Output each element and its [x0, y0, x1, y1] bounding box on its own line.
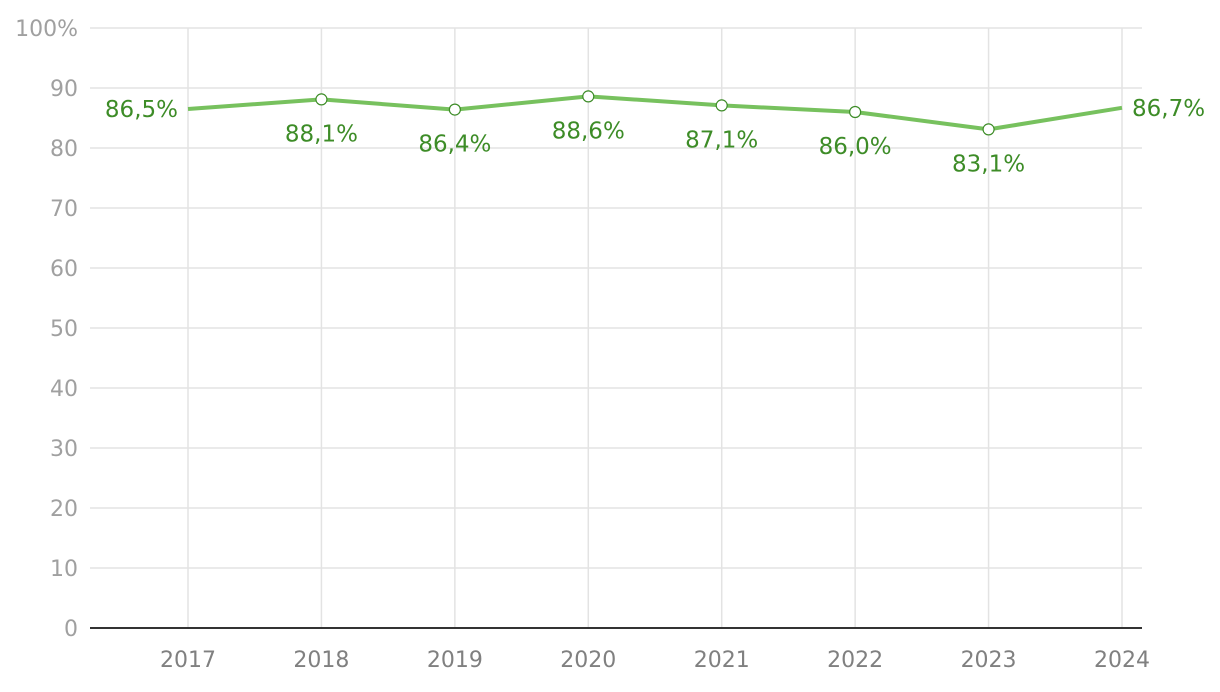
series-line — [187, 94, 1123, 132]
y-tick-label: 50 — [50, 317, 78, 342]
x-tick-label: 2021 — [694, 648, 750, 673]
data-label: 83,1% — [952, 151, 1025, 177]
data-label: 88,6% — [552, 118, 625, 144]
data-label: 86,4% — [418, 132, 491, 158]
data-point — [582, 90, 595, 103]
y-tick-label: 60 — [50, 257, 78, 282]
data-point — [982, 123, 995, 136]
data-label: 86,7% — [1132, 96, 1205, 122]
data-label: 86,0% — [819, 134, 892, 160]
x-tick-label: 2020 — [560, 648, 616, 673]
y-tick-label: 90 — [50, 77, 78, 102]
data-point — [849, 105, 862, 119]
x-tick-label: 2018 — [293, 648, 349, 673]
x-tick-label: 2022 — [827, 648, 883, 673]
gridlines — [90, 27, 1142, 628]
y-tick-label: 30 — [50, 437, 78, 462]
x-tick-label: 2023 — [961, 648, 1017, 673]
y-tick-label: 10 — [50, 557, 78, 582]
data-point — [448, 103, 461, 116]
x-tick-label: 2017 — [160, 648, 216, 673]
series-layer — [187, 90, 1123, 136]
y-tick-label: 40 — [50, 377, 78, 402]
y-axis-ticks: 0 10 20 30 40 50 60 70 80 90 100% — [15, 17, 78, 642]
data-point — [715, 99, 728, 112]
y-tick-label: 70 — [50, 197, 78, 222]
y-tick-label: 80 — [50, 137, 78, 162]
data-label: 87,1% — [685, 127, 758, 153]
x-tick-label: 2019 — [427, 648, 483, 673]
data-label: 88,1% — [285, 121, 358, 147]
y-tick-label: 20 — [50, 497, 78, 522]
x-tick-label: 2024 — [1094, 648, 1150, 673]
data-point — [315, 93, 328, 106]
x-axis-ticks: 2017 2018 2019 2020 2021 2022 2023 2024 — [160, 648, 1150, 673]
y-tick-label: 0 — [64, 617, 78, 642]
data-label: 86,5% — [105, 97, 178, 123]
data-labels: 86,5% 88,1% 86,4% 88,6% 87,1% 86,0% 83,1% 86,7% — [105, 96, 1205, 178]
y-tick-label: 100% — [15, 17, 78, 42]
